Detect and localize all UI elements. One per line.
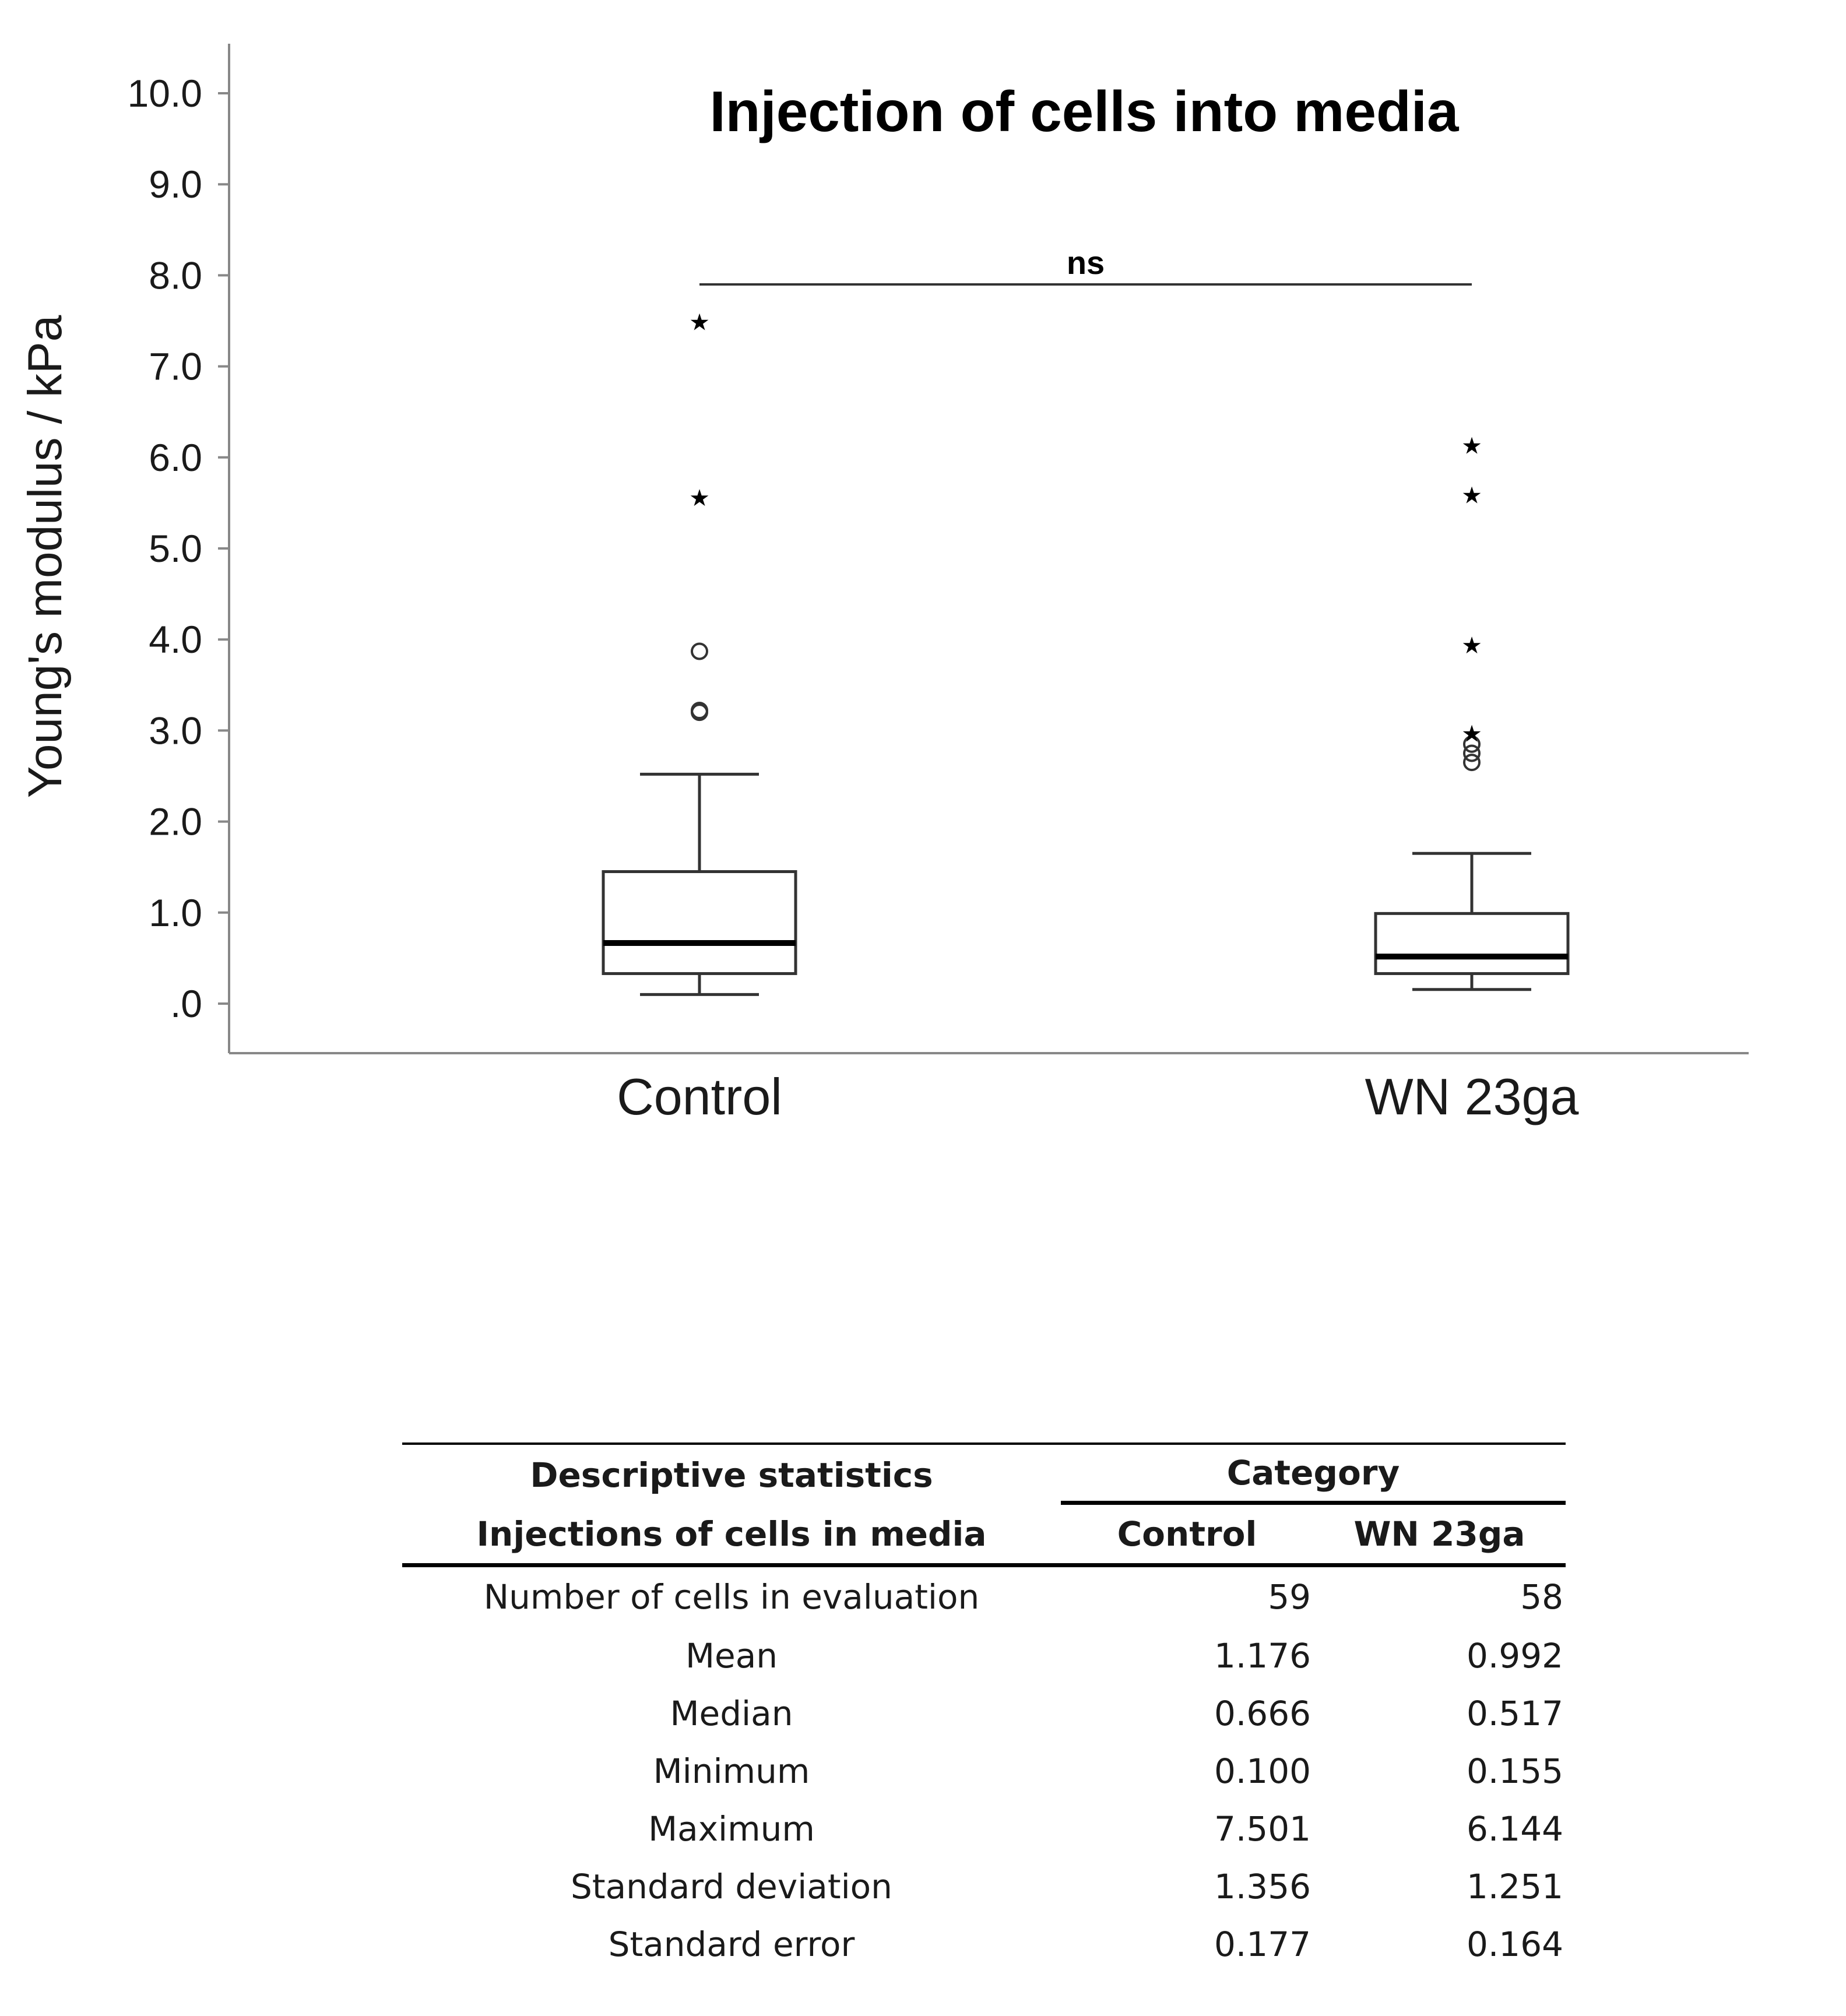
table-cell-control: 0.177 bbox=[1214, 1924, 1311, 1964]
table-header-injections: Injections of cells in media bbox=[476, 1514, 987, 1554]
box-group: ★★ bbox=[602, 309, 797, 996]
extreme-outlier-star: ★ bbox=[1461, 721, 1482, 748]
outlier-circle bbox=[1463, 754, 1481, 772]
table-cell-wn23ga: 0.164 bbox=[1466, 1924, 1563, 1964]
y-tick-label: 2.0 bbox=[149, 800, 202, 843]
table-cell-label: Mean bbox=[685, 1635, 778, 1676]
x-axis-category-labels: Control WN 23ga bbox=[617, 1068, 1578, 1125]
table-row: Mean 1.176 0.992 bbox=[402, 1627, 1566, 1684]
y-axis-ticks: .0 1.0 2.0 3.0 4.0 5.0 6.0 7.0 8.0 9.0 10.0 bbox=[128, 72, 229, 1025]
table-header-control: Control bbox=[1117, 1514, 1257, 1554]
table-header-wn23ga: WN 23ga bbox=[1353, 1514, 1525, 1554]
table-row: Maximum 7.501 6.144 bbox=[402, 1800, 1566, 1857]
descriptive-statistics-table: Descriptive statistics Category Injectio… bbox=[402, 1442, 1566, 1973]
table-cell-label: Standard deviation bbox=[571, 1866, 892, 1906]
table-body: Number of cells in evaluation 59 58 Mean 1.1… bbox=[402, 1567, 1566, 1973]
table-cell-control: 1.176 bbox=[1214, 1635, 1311, 1676]
outlier-circle bbox=[1463, 735, 1481, 753]
box-iqr bbox=[1374, 912, 1570, 975]
extreme-outlier-star: ★ bbox=[1461, 482, 1482, 509]
y-tick-label: 8.0 bbox=[149, 254, 202, 297]
extreme-outlier-star: ★ bbox=[689, 485, 710, 512]
table-row: Median 0.666 0.517 bbox=[402, 1684, 1566, 1742]
table-cell-wn23ga: 0.992 bbox=[1466, 1635, 1563, 1676]
y-tick-label: 7.0 bbox=[149, 345, 202, 388]
outlier-circle bbox=[1463, 744, 1481, 762]
significance-label: ns bbox=[1067, 244, 1105, 281]
extreme-outlier-star: ★ bbox=[689, 309, 710, 336]
table-cell-control: 1.356 bbox=[1214, 1866, 1311, 1906]
extreme-outlier-star: ★ bbox=[1461, 632, 1482, 659]
box-group: ★ ★ ★ ★ bbox=[1374, 432, 1570, 991]
y-tick-label: 6.0 bbox=[149, 436, 202, 479]
box-plot-chart: Injection of cells into media Young's mo… bbox=[19, 44, 1749, 1125]
y-tick-label: 5.0 bbox=[149, 527, 202, 570]
y-tick-label: .0 bbox=[170, 982, 202, 1025]
significance-annotation: ns bbox=[699, 244, 1472, 286]
y-axis-title: Young's modulus / kPa bbox=[19, 315, 72, 798]
table-row: Minimum 0.100 0.155 bbox=[402, 1742, 1566, 1800]
box-iqr bbox=[602, 870, 797, 975]
x-category-label: WN 23ga bbox=[1365, 1068, 1579, 1125]
table-cell-label: Median bbox=[670, 1693, 793, 1733]
table-cell-label: Minimum bbox=[653, 1751, 810, 1791]
table-cell-wn23ga: 1.251 bbox=[1466, 1866, 1563, 1906]
table-row: Standard deviation 1.356 1.251 bbox=[402, 1857, 1566, 1915]
table-cell-wn23ga: 58 bbox=[1520, 1577, 1563, 1617]
x-category-label: Control bbox=[617, 1068, 782, 1125]
table-header-category: Category bbox=[1061, 1445, 1566, 1505]
table-cell-label: Maximum bbox=[648, 1809, 815, 1849]
table-row: Number of cells in evaluation 59 58 bbox=[402, 1567, 1566, 1627]
table-header-descriptive: Descriptive statistics bbox=[530, 1455, 933, 1495]
box-series: ★★★★★★ bbox=[602, 309, 1570, 996]
y-tick-label: 4.0 bbox=[149, 618, 202, 661]
y-tick-label: 1.0 bbox=[149, 891, 202, 934]
table-cell-label: Number of cells in evaluation bbox=[483, 1577, 980, 1617]
table-cell-wn23ga: 0.517 bbox=[1466, 1693, 1563, 1733]
table-cell-control: 0.100 bbox=[1214, 1751, 1311, 1791]
chart-title: Injection of cells into media bbox=[709, 79, 1460, 143]
y-tick-label: 10.0 bbox=[128, 72, 202, 115]
table-cell-label: Standard error bbox=[608, 1924, 855, 1964]
table-cell-wn23ga: 6.144 bbox=[1466, 1809, 1563, 1849]
table-cell-wn23ga: 0.155 bbox=[1466, 1751, 1563, 1791]
table-cell-control: 59 bbox=[1268, 1577, 1311, 1617]
extreme-outlier-star: ★ bbox=[1461, 432, 1482, 459]
y-tick-label: 9.0 bbox=[149, 163, 202, 206]
table-cell-control: 7.501 bbox=[1214, 1809, 1311, 1849]
y-tick-label: 3.0 bbox=[149, 709, 202, 752]
outlier-circle bbox=[691, 702, 708, 720]
table-cell-control: 0.666 bbox=[1214, 1693, 1311, 1733]
outlier-circle bbox=[691, 642, 708, 660]
table-row: Standard error 0.177 0.164 bbox=[402, 1915, 1566, 1973]
